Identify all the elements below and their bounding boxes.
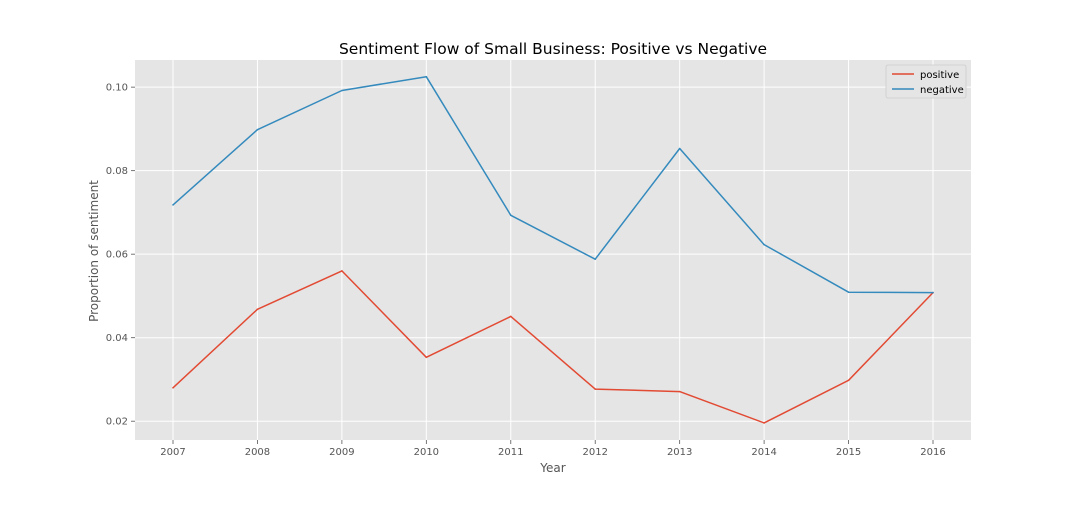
y-axis-label: Proportion of sentiment — [87, 180, 101, 322]
plot-background — [135, 60, 971, 440]
x-tick-label: 2009 — [329, 447, 354, 458]
chart-title: Sentiment Flow of Small Business: Positi… — [339, 40, 767, 58]
x-tick-label: 2008 — [245, 447, 270, 458]
grid-lines — [135, 60, 971, 440]
data-point-positive — [678, 390, 681, 393]
x-tick-label: 2014 — [751, 447, 776, 458]
y-tick-label: 0.08 — [106, 166, 128, 177]
y-tick-label: 0.10 — [106, 83, 128, 94]
x-tick-label: 2010 — [414, 447, 439, 458]
data-point-positive — [763, 422, 765, 424]
data-point-positive — [256, 308, 259, 311]
x-tick-label: 2016 — [920, 447, 945, 458]
data-point-positive — [172, 387, 174, 389]
x-tick-label: 2012 — [582, 447, 607, 458]
data-point-negative — [678, 147, 681, 150]
series-lines — [172, 75, 934, 424]
x-axis-ticks: 2007 2008 2009 2010 2011 2012 2013 2014 2015 2016 — [160, 440, 946, 458]
y-tick-label: 0.06 — [106, 250, 128, 261]
data-point-negative — [763, 243, 765, 246]
data-point-negative — [341, 89, 343, 92]
legend: positive negative — [885, 64, 967, 99]
data-point-positive — [847, 379, 850, 382]
data-point-negative — [510, 214, 512, 217]
legend-label-positive: positive — [920, 70, 959, 81]
data-point-negative — [172, 204, 174, 206]
data-point-positive — [425, 356, 428, 359]
y-axis-ticks: 0.02 0.04 0.06 0.08 0.10 — [106, 83, 135, 428]
x-tick-label: 2011 — [498, 447, 523, 458]
x-tick-label: 2007 — [160, 447, 185, 458]
y-tick-label: 0.04 — [106, 333, 128, 344]
series-line-positive — [172, 270, 934, 424]
y-tick-label: 0.02 — [106, 417, 128, 428]
data-point-negative — [847, 291, 850, 294]
data-point-positive — [341, 270, 343, 272]
data-point-negative — [932, 291, 934, 294]
series-line-negative — [172, 75, 934, 294]
data-point-negative — [594, 258, 596, 261]
x-tick-label: 2015 — [836, 447, 861, 458]
data-point-positive — [510, 315, 512, 318]
x-axis-label: Year — [539, 461, 565, 475]
legend-label-negative: negative — [920, 85, 964, 96]
data-point-negative — [256, 128, 259, 131]
data-point-negative — [425, 75, 428, 78]
x-tick-label: 2013 — [667, 447, 692, 458]
data-point-positive — [594, 388, 596, 390]
